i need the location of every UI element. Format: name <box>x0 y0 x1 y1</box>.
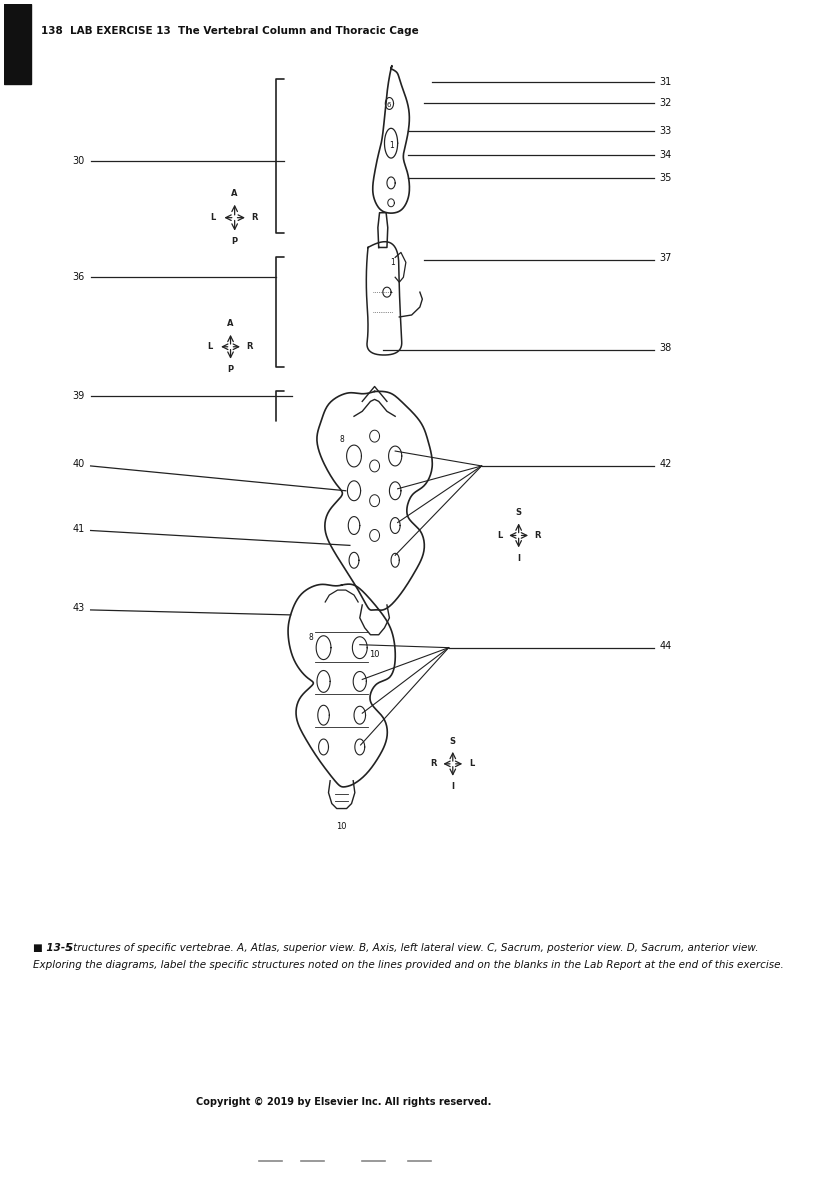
Text: 42: 42 <box>659 458 672 469</box>
Text: 34: 34 <box>659 150 672 160</box>
Text: L: L <box>469 760 474 768</box>
Bar <box>4 4 31 84</box>
Text: Exploring the diagrams, label the specific structures noted on the lines provide: Exploring the diagrams, label the specif… <box>33 960 784 971</box>
Text: 43: 43 <box>73 602 85 613</box>
Text: 37: 37 <box>659 253 672 263</box>
Text: 35: 35 <box>659 173 672 182</box>
Text: A: A <box>227 319 234 329</box>
Text: 8: 8 <box>339 434 344 444</box>
Text: 10: 10 <box>336 822 347 830</box>
Text: 8: 8 <box>308 634 313 642</box>
Text: 32: 32 <box>659 98 672 108</box>
Text: P: P <box>231 238 238 246</box>
Text: ■ 13-5: ■ 13-5 <box>33 943 73 953</box>
Text: 39: 39 <box>73 391 85 402</box>
Text: L: L <box>211 214 216 222</box>
Text: Copyright © 2019 by Elsevier Inc. All rights reserved.: Copyright © 2019 by Elsevier Inc. All ri… <box>197 1097 491 1106</box>
Text: L: L <box>207 342 212 352</box>
Text: 10: 10 <box>369 650 380 659</box>
Text: Structures of specific vertebrae. A, Atlas, superior view. B, Axis, left lateral: Structures of specific vertebrae. A, Atl… <box>60 943 758 953</box>
Text: 1: 1 <box>391 258 395 266</box>
Text: 40: 40 <box>73 458 85 469</box>
Text: 1: 1 <box>390 140 394 150</box>
Text: A: A <box>231 190 238 198</box>
Text: 41: 41 <box>73 523 85 534</box>
Text: R: R <box>246 342 253 352</box>
Text: S: S <box>450 737 456 745</box>
Text: R: R <box>251 214 258 222</box>
Text: 138  LAB EXERCISE 13  The Vertebral Column and Thoracic Cage: 138 LAB EXERCISE 13 The Vertebral Column… <box>41 26 419 36</box>
Text: R: R <box>534 530 541 540</box>
Text: L: L <box>497 530 502 540</box>
Text: 30: 30 <box>73 156 85 166</box>
Text: I: I <box>517 553 520 563</box>
Text: 31: 31 <box>659 77 672 86</box>
Text: 44: 44 <box>659 641 672 650</box>
Text: 6: 6 <box>387 102 391 108</box>
Text: I: I <box>451 782 454 791</box>
Text: 33: 33 <box>659 126 672 137</box>
Text: 38: 38 <box>659 343 672 353</box>
Text: P: P <box>227 365 234 374</box>
Text: R: R <box>430 760 437 768</box>
Text: 36: 36 <box>73 272 85 282</box>
Text: S: S <box>515 508 522 517</box>
